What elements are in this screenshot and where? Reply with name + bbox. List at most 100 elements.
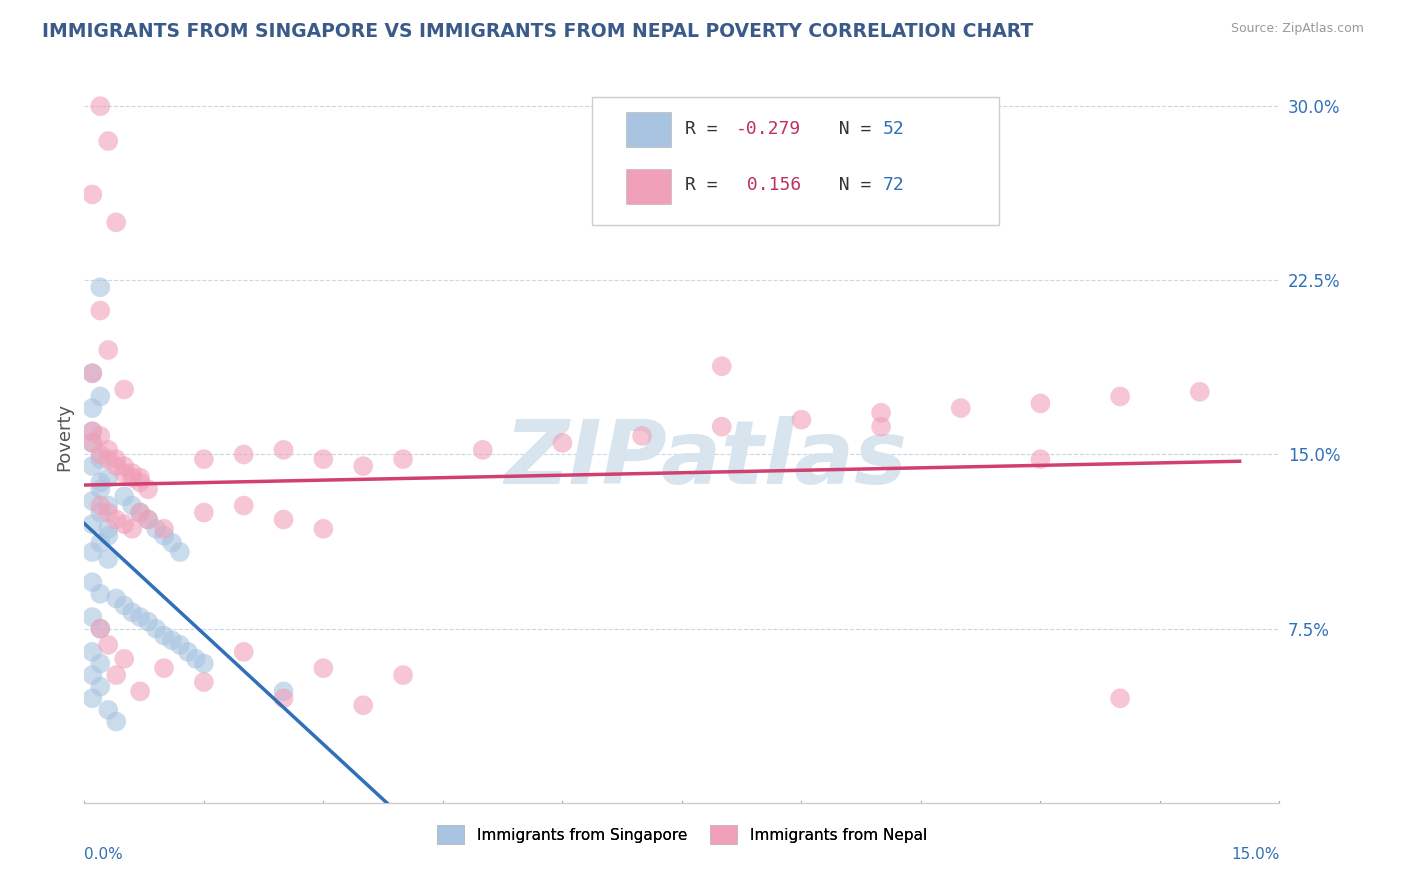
Point <box>97 522 120 536</box>
Point <box>112 459 135 474</box>
Point <box>97 343 120 357</box>
Point <box>89 622 111 636</box>
Point <box>392 452 415 467</box>
Point <box>97 638 120 652</box>
Point <box>105 215 128 229</box>
Point <box>82 366 104 380</box>
Point <box>121 466 143 480</box>
Point <box>790 412 813 426</box>
Point <box>136 483 159 497</box>
Point <box>193 675 215 690</box>
Text: 72: 72 <box>883 177 904 194</box>
Point <box>1109 691 1132 706</box>
Point <box>105 459 128 474</box>
Point <box>112 466 135 480</box>
Text: -0.279: -0.279 <box>735 120 801 137</box>
Point <box>82 517 104 532</box>
Point <box>97 452 120 467</box>
Point <box>193 452 215 467</box>
Point <box>177 645 200 659</box>
Point <box>89 483 111 497</box>
Point <box>97 134 120 148</box>
Point <box>129 506 152 520</box>
Point <box>392 668 415 682</box>
Point <box>89 303 111 318</box>
Point <box>352 459 374 474</box>
Point <box>89 475 111 490</box>
Point <box>153 529 176 543</box>
Point <box>193 506 215 520</box>
Text: R =: R = <box>686 177 728 194</box>
FancyBboxPatch shape <box>626 169 671 203</box>
Point <box>89 99 111 113</box>
Point <box>97 552 120 566</box>
Point <box>145 622 167 636</box>
Point <box>82 668 104 682</box>
Text: ZIPatlas: ZIPatlas <box>505 416 907 502</box>
Point <box>82 401 104 415</box>
Point <box>1188 384 1211 399</box>
Point <box>82 545 104 559</box>
Point <box>129 610 152 624</box>
Text: 0.156: 0.156 <box>735 177 801 194</box>
FancyBboxPatch shape <box>592 97 998 225</box>
Point <box>312 452 335 467</box>
Point <box>97 442 120 457</box>
Y-axis label: Poverty: Poverty <box>55 403 73 471</box>
Point <box>232 448 254 462</box>
Point <box>129 471 152 485</box>
Point <box>121 522 143 536</box>
Point <box>82 459 104 474</box>
Point <box>112 489 135 503</box>
Point <box>89 448 111 462</box>
Point <box>136 512 159 526</box>
Point <box>82 424 104 438</box>
Point <box>89 680 111 694</box>
Point <box>136 615 159 629</box>
Point <box>1029 452 1052 467</box>
Text: IMMIGRANTS FROM SINGAPORE VS IMMIGRANTS FROM NEPAL POVERTY CORRELATION CHART: IMMIGRANTS FROM SINGAPORE VS IMMIGRANTS … <box>42 22 1033 41</box>
Point <box>82 610 104 624</box>
Point <box>169 545 191 559</box>
Point <box>112 517 135 532</box>
Point <box>82 575 104 590</box>
Point <box>160 633 183 648</box>
Text: 15.0%: 15.0% <box>1232 847 1279 862</box>
Point <box>82 691 104 706</box>
Point <box>105 668 128 682</box>
Point <box>82 366 104 380</box>
Point <box>129 475 152 490</box>
Text: 52: 52 <box>883 120 904 137</box>
Point <box>105 512 128 526</box>
Text: N =: N = <box>817 177 882 194</box>
Point <box>105 714 128 729</box>
Point <box>82 424 104 438</box>
Point <box>1109 389 1132 403</box>
Point <box>82 436 104 450</box>
Point <box>232 645 254 659</box>
Point <box>273 442 295 457</box>
Point <box>153 661 176 675</box>
FancyBboxPatch shape <box>626 112 671 147</box>
Point <box>870 419 893 434</box>
Point <box>105 591 128 606</box>
Point <box>82 645 104 659</box>
Point <box>870 406 893 420</box>
Text: Source: ZipAtlas.com: Source: ZipAtlas.com <box>1230 22 1364 36</box>
Point <box>121 471 143 485</box>
Point <box>312 661 335 675</box>
Point <box>89 657 111 671</box>
Point <box>471 442 494 457</box>
Point <box>97 471 120 485</box>
Point <box>97 499 120 513</box>
Point <box>89 506 111 520</box>
Point <box>949 401 972 415</box>
Point <box>112 599 135 613</box>
Point <box>89 622 111 636</box>
Point <box>352 698 374 713</box>
Point <box>232 499 254 513</box>
Text: N =: N = <box>817 120 882 137</box>
Point <box>1029 396 1052 410</box>
Legend: Immigrants from Singapore, Immigrants from Nepal: Immigrants from Singapore, Immigrants fr… <box>430 819 934 850</box>
Point <box>97 506 120 520</box>
